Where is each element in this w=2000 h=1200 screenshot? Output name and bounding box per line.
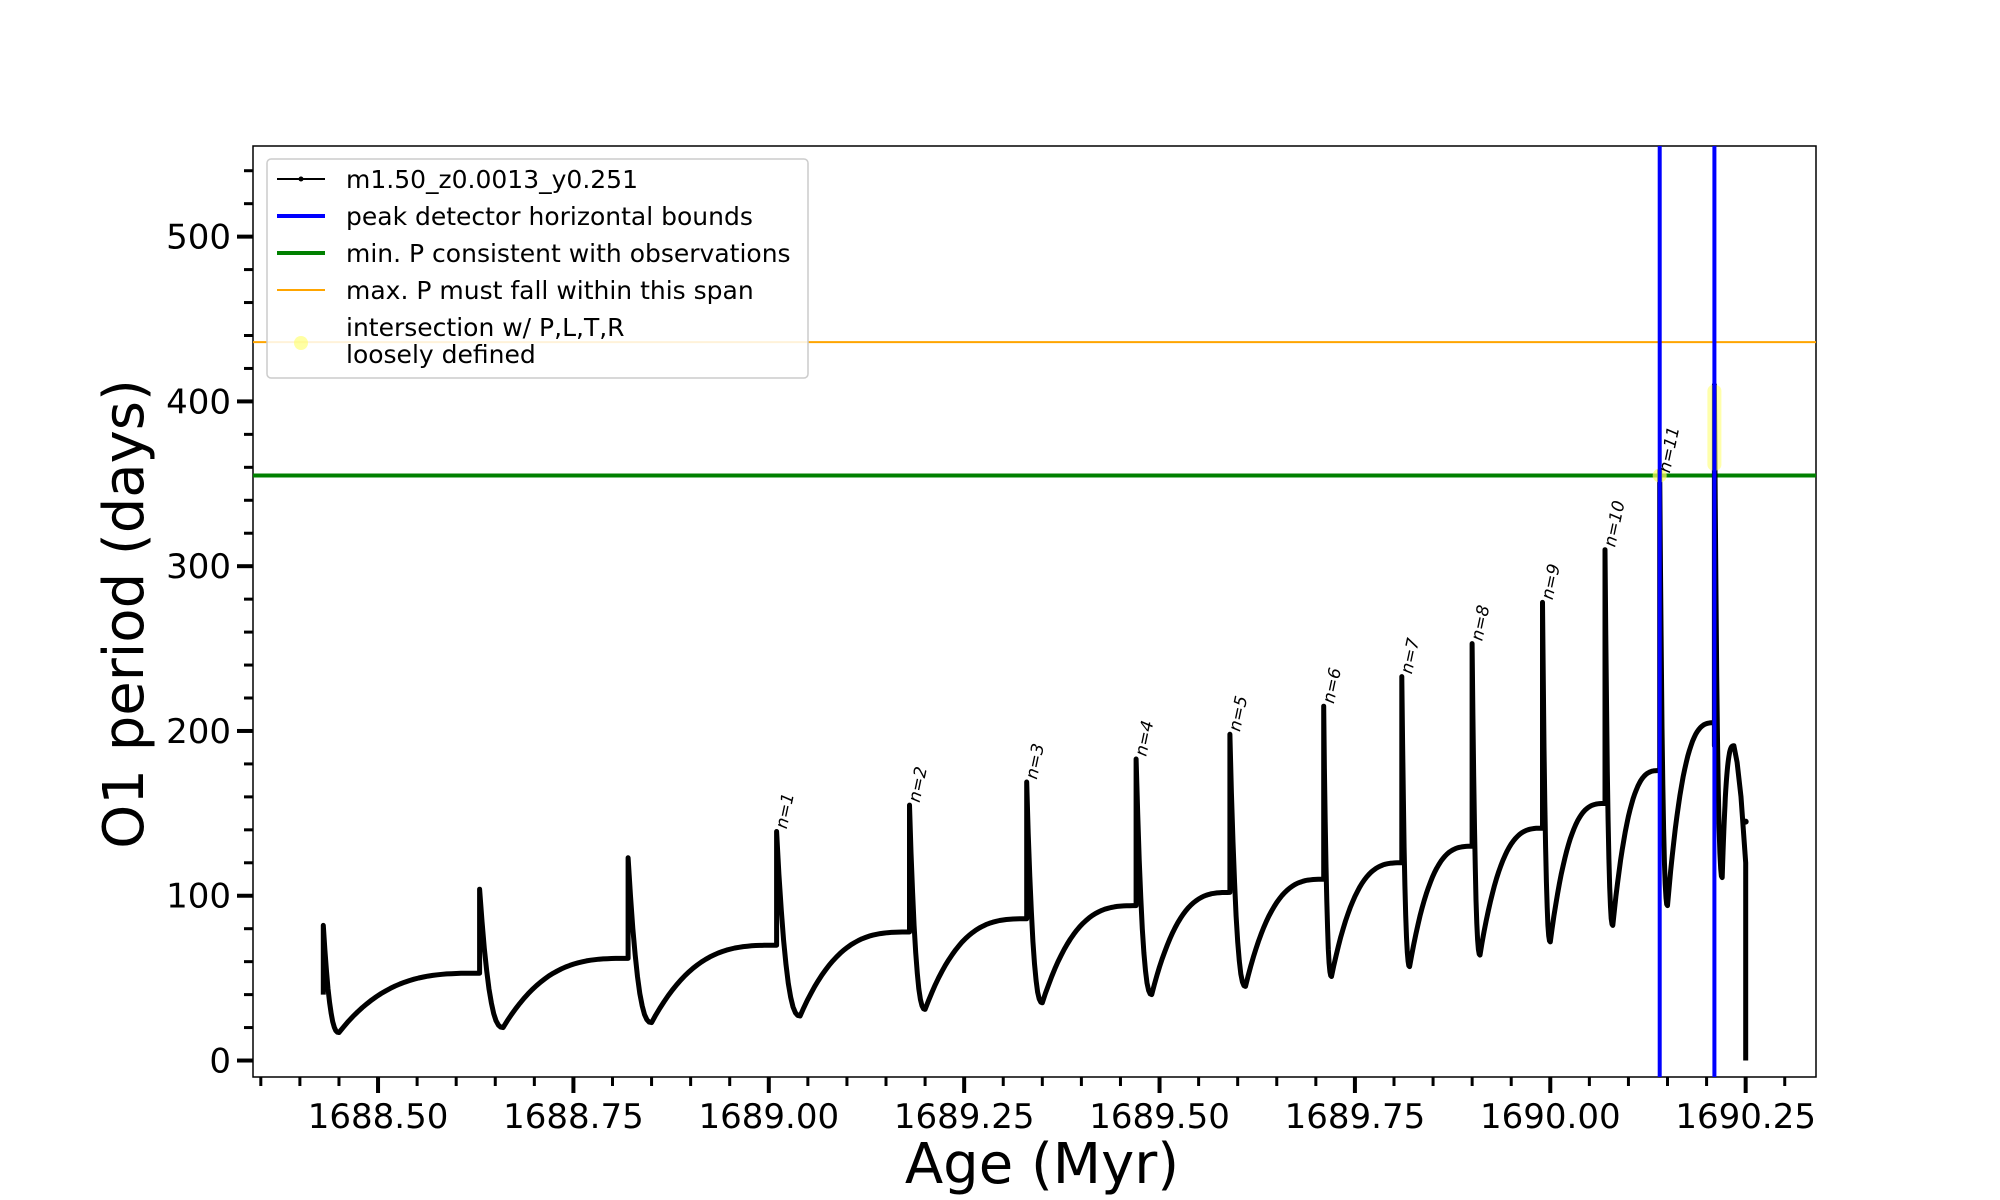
legend-label-series: m1.50_z0.0013_y0.251: [346, 165, 638, 194]
legend-label-min-p: min. P consistent with observations: [346, 239, 791, 268]
x-axis-title: Age (Myr): [905, 1132, 1179, 1197]
y-tick-label: 200: [166, 712, 231, 752]
x-tick-label: 1688.50: [308, 1097, 449, 1137]
y-tick-label: 500: [166, 218, 231, 258]
legend-label-max-p: max. P must fall within this span: [346, 276, 754, 305]
y-tick-label: 100: [166, 877, 231, 917]
peak-label: n=10: [1600, 499, 1629, 549]
legend-item-min-p: min. P consistent with observations: [277, 239, 791, 268]
y-axis: 0 100 200 300 400 500: [166, 169, 253, 1082]
x-tick-label: 1689.50: [1089, 1097, 1230, 1137]
series-tail-marker: [1742, 818, 1749, 825]
legend-label-intersection-2: loosely defined: [346, 340, 536, 369]
legend-marker-intersection: [294, 336, 308, 350]
x-tick-label: 1689.25: [894, 1097, 1035, 1137]
x-tick-label: 1689.75: [1285, 1097, 1426, 1137]
legend-marker-series: [298, 176, 304, 182]
peak-label: n=6: [1319, 666, 1346, 705]
legend-item-max-p: max. P must fall within this span: [277, 276, 754, 305]
legend-item-intersection: intersection w/ P,L,T,R loosely defined: [294, 313, 625, 369]
y-axis-title: O1 period (days): [92, 379, 157, 849]
x-tick-label: 1690.00: [1480, 1097, 1621, 1137]
plot-area: n=1n=2n=3n=4n=5n=6n=7n=8n=9n=10n=11: [252, 145, 1817, 1078]
peak-label: n=3: [1022, 742, 1049, 781]
peak-label: n=2: [905, 765, 932, 804]
x-tick-label: 1689.00: [698, 1097, 839, 1137]
peak-label: n=5: [1225, 694, 1252, 733]
peak-label: n=9: [1538, 562, 1565, 601]
y-tick-label: 300: [166, 547, 231, 587]
y-tick-label: 400: [166, 382, 231, 422]
peak-label: n=1: [772, 791, 799, 830]
legend-item-series: m1.50_z0.0013_y0.251: [277, 165, 638, 194]
legend: m1.50_z0.0013_y0.251 peak detector horiz…: [266, 158, 809, 379]
peak-label: n=7: [1397, 636, 1424, 675]
legend-label-bounds: peak detector horizontal bounds: [346, 202, 753, 231]
x-axis: 1688.50 1688.75 1689.00 1689.25 1689.50 1689.…: [259, 1077, 1816, 1137]
plot-content: [253, 146, 1816, 1077]
y-tick-label: 0: [209, 1042, 231, 1082]
legend-label-intersection-1: intersection w/ P,L,T,R: [346, 313, 625, 342]
peak-label: n=8: [1467, 603, 1494, 642]
peak-label: n=4: [1131, 719, 1158, 758]
series-line: [320, 382, 1749, 1061]
legend-frame: [266, 158, 809, 379]
plot-frame: [252, 145, 1817, 1078]
legend-item-bounds: peak detector horizontal bounds: [277, 202, 753, 231]
x-tick-label: 1688.75: [503, 1097, 644, 1137]
x-tick-label: 1690.25: [1675, 1097, 1816, 1137]
